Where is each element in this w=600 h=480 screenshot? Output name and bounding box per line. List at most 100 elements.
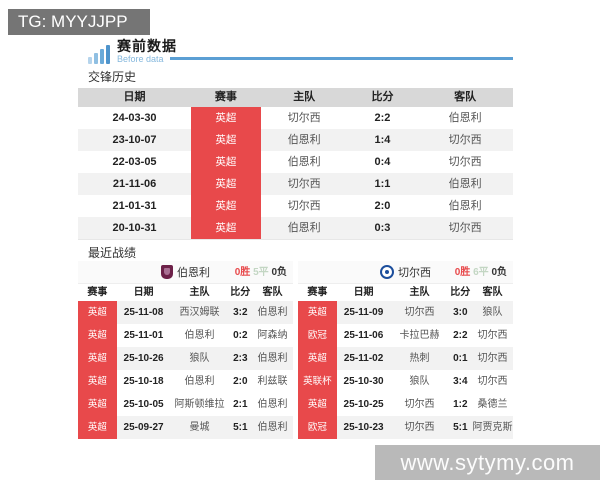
competition-badge: 英超 [191, 195, 261, 217]
h2h-date: 24-03-30 [112, 112, 157, 124]
competition-badge: 英超 [78, 416, 117, 439]
recent-row: 欧冠 25-11-06 卡拉巴赫 2:2 切尔西 [298, 324, 513, 347]
team-header-burnley: 伯恩利 0胜 5平 0负 [78, 261, 293, 284]
h2h-row: 24-03-30 英超 切尔西 2:2 伯恩利 [78, 107, 513, 129]
brand-title: 赛前数据 [117, 38, 177, 54]
h2h-date: 22-03-05 [112, 156, 157, 168]
competition-badge: 英超 [298, 347, 337, 370]
match-date: 25-10-05 [123, 399, 164, 410]
away-team: 伯恩利 [257, 307, 288, 318]
score: 0:4 [374, 156, 391, 168]
col-home: 主队 [189, 287, 210, 298]
brand-header: 赛前数据 Before data [88, 38, 177, 64]
away-team: 伯恩利 [257, 353, 288, 364]
score: 2:2 [374, 112, 391, 124]
brand-subtitle: Before data [117, 54, 164, 64]
competition-badge: 英超 [78, 301, 117, 324]
home-team: 卡拉巴赫 [399, 330, 440, 341]
away-team: 阿森纳 [257, 330, 288, 341]
score: 3:4 [453, 376, 468, 387]
burnley-badge-icon [161, 265, 173, 279]
h2h-header-row: 日期 赛事 主队 比分 客队 [78, 88, 513, 107]
score: 2:1 [233, 399, 248, 410]
team-record: 0胜 6平 0负 [455, 261, 507, 284]
match-date: 25-11-02 [343, 353, 384, 364]
recent-row: 英超 25-09-27 曼城 5:1 伯恩利 [78, 416, 293, 439]
home-team: 伯恩利 [184, 330, 215, 341]
home-team: 伯恩利 [184, 376, 215, 387]
home-team: 阿斯顿维拉 [174, 399, 225, 410]
match-date: 25-10-26 [123, 353, 164, 364]
home-team: 热刺 [409, 353, 430, 364]
home-team: 切尔西 [287, 200, 321, 212]
home-team: 切尔西 [287, 178, 321, 190]
h2h-date: 23-10-07 [112, 134, 157, 146]
away-team: 狼队 [482, 307, 503, 318]
h2h-row: 21-11-06 英超 切尔西 1:1 伯恩利 [78, 173, 513, 195]
h2h-date: 21-01-31 [112, 200, 157, 212]
recent-row: 英超 25-10-18 伯恩利 2:0 利兹联 [78, 370, 293, 393]
recent-row: 英超 25-11-09 切尔西 3:0 狼队 [298, 301, 513, 324]
competition-badge: 英联杯 [298, 370, 337, 393]
match-date: 25-09-27 [123, 422, 164, 433]
record-draws: 5平 [253, 267, 269, 278]
recent-row: 英联杯 25-10-30 狼队 3:4 切尔西 [298, 370, 513, 393]
competition-badge: 欧冠 [298, 324, 337, 347]
col-comp: 赛事 [87, 287, 108, 298]
recent-row: 英超 25-11-08 西汉姆联 3:2 伯恩利 [78, 301, 293, 324]
col-date: 日期 [133, 287, 154, 298]
chelsea-badge-icon [380, 265, 394, 279]
competition-badge: 英超 [191, 173, 261, 195]
away-team: 切尔西 [477, 376, 508, 387]
score: 1:4 [374, 134, 391, 146]
h2h-date: 20-10-31 [112, 222, 157, 234]
away-team: 切尔西 [448, 134, 482, 146]
away-team: 切尔西 [448, 222, 482, 234]
h2h-col-date: 日期 [123, 91, 146, 103]
competition-badge: 英超 [78, 370, 117, 393]
away-team: 伯恩利 [448, 112, 482, 124]
recent-row: 英超 25-10-25 切尔西 1:2 桑德兰 [298, 393, 513, 416]
competition-badge: 英超 [191, 107, 261, 129]
score: 2:0 [374, 200, 391, 212]
recent-table-chelsea: 切尔西 0胜 6平 0负 赛事 日期 主队 比分 客队 英超 25-11-09 … [298, 261, 513, 439]
match-date: 25-11-01 [123, 330, 164, 341]
h2h-row: 22-03-05 英超 伯恩利 0:4 切尔西 [78, 151, 513, 173]
score: 3:0 [453, 307, 468, 318]
score: 5:1 [453, 422, 468, 433]
home-team: 切尔西 [404, 399, 435, 410]
home-team: 切尔西 [404, 422, 435, 433]
h2h-row: 20-10-31 英超 伯恩利 0:3 切尔西 [78, 217, 513, 239]
home-team: 曼城 [189, 422, 210, 433]
competition-badge: 英超 [298, 393, 337, 416]
score: 0:3 [374, 222, 391, 234]
away-team: 伯恩利 [448, 200, 482, 212]
away-team: 阿贾克斯 [472, 422, 513, 433]
col-away: 客队 [482, 287, 503, 298]
col-away: 客队 [262, 287, 283, 298]
h2h-row: 23-10-07 英超 伯恩利 1:4 切尔西 [78, 129, 513, 151]
score: 2:0 [233, 376, 248, 387]
recent-header-row: 赛事 日期 主队 比分 客队 [298, 284, 513, 301]
match-date: 25-11-06 [343, 330, 384, 341]
home-team: 西汉姆联 [179, 307, 220, 318]
h2h-date: 21-11-06 [112, 178, 157, 190]
match-date: 25-11-09 [343, 307, 384, 318]
section-title-h2h: 交锋历史 [88, 70, 137, 84]
score: 1:1 [374, 178, 391, 190]
away-team: 桑德兰 [477, 399, 508, 410]
match-date: 25-10-18 [123, 376, 164, 387]
col-score: 比分 [450, 287, 471, 298]
competition-badge: 欧冠 [298, 416, 337, 439]
home-team: 切尔西 [287, 112, 321, 124]
match-date: 25-10-25 [343, 399, 384, 410]
competition-badge: 英超 [78, 324, 117, 347]
recent-row: 英超 25-10-05 阿斯顿维拉 2:1 伯恩利 [78, 393, 293, 416]
record-losses: 0负 [491, 267, 507, 278]
recent-row: 英超 25-11-01 伯恩利 0:2 阿森纳 [78, 324, 293, 347]
h2h-row: 21-01-31 英超 切尔西 2:0 伯恩利 [78, 195, 513, 217]
h2h-col-comp: 赛事 [214, 91, 237, 103]
competition-badge: 英超 [78, 393, 117, 416]
recent-table-burnley: 伯恩利 0胜 5平 0负 赛事 日期 主队 比分 客队 英超 25-11-08 … [78, 261, 293, 439]
h2h-table: 日期 赛事 主队 比分 客队 24-03-30 英超 切尔西 2:2 伯恩利 2… [78, 88, 513, 240]
